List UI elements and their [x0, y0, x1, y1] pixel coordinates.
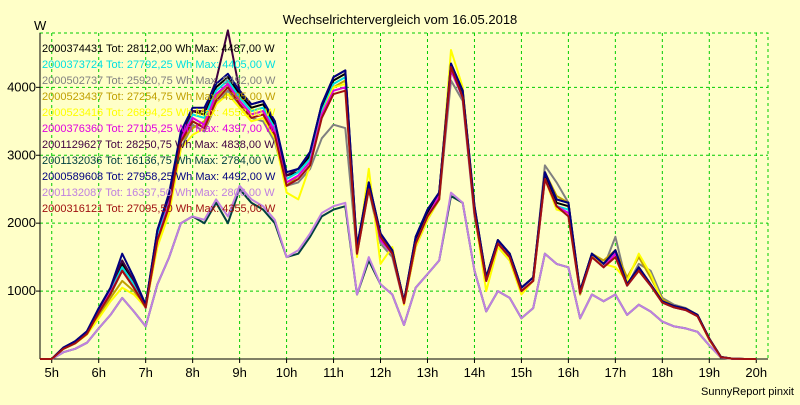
y-tick-label: 4000 [7, 79, 36, 94]
y-tick-label: 1000 [7, 283, 36, 298]
legend-entry-1: 2000374431 Tot: 28112,00 Wh Max: 4487,00… [42, 43, 275, 55]
axes: 5h 6h 7h 8h 9h 10h 11h 12h 13h 14h 15h 16h 17h 18h 19h… [7, 33, 768, 380]
grid-lines [39, 32, 769, 360]
x-tick-label: 13h [417, 365, 439, 380]
y-tick-label: 2000 [7, 215, 36, 230]
legend-entry-8: 2001132036 Tot: 16136,75 Wh Max: 2784,00… [42, 155, 275, 167]
legend-entry-3: 2000502737 Tot: 25920,75 Wh Max: 3492,00… [42, 75, 276, 87]
x-tick-label: 18h [651, 365, 673, 380]
x-tick-label: 8h [185, 365, 199, 380]
legend-entry-7: 2001129627 Tot: 28250,75 Wh Max: 4838,00… [42, 139, 275, 151]
legend-entry-4: 2000523437 Tot: 27254,75 Wh Max: 4395,00… [42, 91, 276, 103]
x-tick-label: 6h [91, 365, 105, 380]
legend-entry-2: 2000373724 Tot: 27792,25 Wh Max: 4405,00… [42, 59, 276, 71]
x-tick-label: 7h [138, 365, 152, 380]
footer-credit: SunnyReport pinxit [701, 386, 794, 398]
x-tick-label: 20h [745, 365, 767, 380]
series-line-10 [40, 184, 757, 360]
x-tick-label: 11h [323, 365, 344, 380]
x-tick-label: 10h [276, 365, 298, 380]
x-tick-label: 15h [511, 365, 533, 380]
series-layer [40, 29, 757, 360]
x-tick-label: 5h [45, 365, 59, 380]
x-tick-label: 14h [464, 365, 486, 380]
x-tick-label: 12h [370, 365, 392, 380]
legend: 2000374431 Tot: 28112,00 Wh Max: 4487,00… [42, 43, 276, 215]
legend-entry-6: 2000376360 Tot: 27105,25 Wh Max: 4397,00… [42, 123, 276, 135]
x-tick-label: 9h [232, 365, 246, 380]
legend-entry-5: 2000523416 Tot: 26894,25 Wh Max: 4558,00… [42, 107, 276, 119]
legend-entry-11: 2000316121 Tot: 27095,50 Wh Max: 4355,00… [42, 203, 276, 215]
chart-title: Wechselrichtervergleich vom 16.05.2018 [283, 12, 518, 27]
legend-entry-10: 2001132087 Tot: 16337,50 Wh Max: 2806,00… [42, 187, 275, 199]
x-tick-label: 17h [605, 365, 627, 380]
y-tick-label: 3000 [7, 147, 36, 162]
y-axis-label: W [34, 18, 47, 33]
legend-entry-9: 2000589608 Tot: 27958,25 Wh Max: 4492,00… [42, 171, 276, 183]
x-tick-label: 19h [698, 365, 720, 380]
series-line-11 [40, 66, 757, 360]
x-tick-label: 16h [558, 365, 580, 380]
